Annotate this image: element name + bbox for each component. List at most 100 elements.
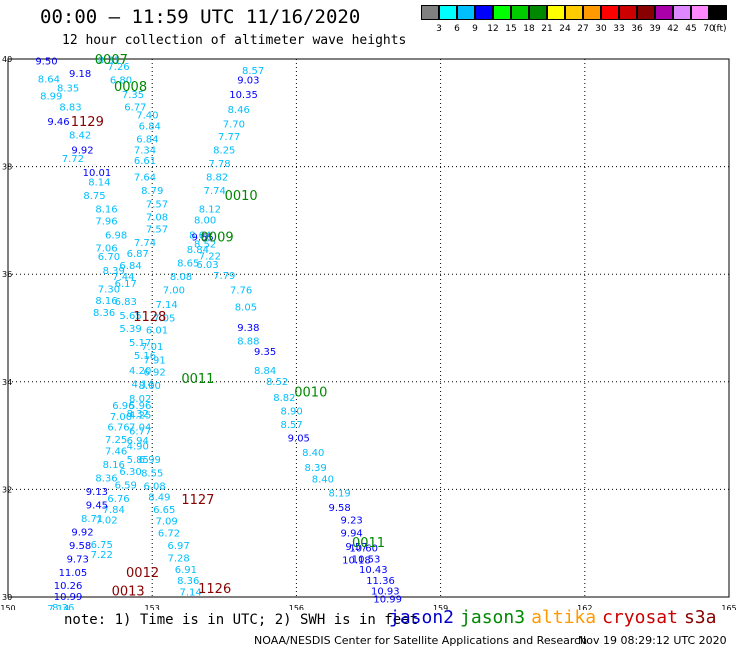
swh-value: 7.44 — [112, 272, 134, 283]
swh-value: 10.60 — [349, 544, 378, 555]
swh-value: 7.00 — [110, 412, 132, 423]
time-label: 0012 — [126, 566, 159, 581]
swh-value: 6.17 — [115, 279, 137, 290]
swh-value: 7.22 — [199, 251, 221, 262]
color-swatch — [547, 5, 565, 20]
swh-value: 7.79 — [213, 271, 235, 282]
swh-value: 8.46 — [228, 105, 250, 116]
color-swatch — [709, 5, 727, 20]
time-label: 0011 — [181, 372, 214, 387]
swh-value: 6.75 — [91, 540, 113, 551]
swh-value: 8.90 — [280, 406, 302, 417]
swh-value: 8.55 — [141, 468, 163, 479]
swh-value: 10.53 — [352, 554, 381, 565]
swh-value: 6.84 — [119, 261, 141, 272]
swh-value: 9.23 — [341, 516, 363, 527]
swh-value: 8.39 — [103, 266, 125, 277]
swh-value: 9.05 — [288, 433, 310, 444]
swh-value: 7.28 — [168, 553, 190, 564]
swh-value: 5.65 — [119, 311, 141, 322]
color-scale-label: 45 — [685, 24, 697, 34]
swh-value: 7.14 — [180, 588, 202, 599]
swh-value: 8.16 — [95, 205, 117, 216]
time-label: 1129 — [71, 115, 104, 130]
swh-value: 9.18 — [69, 69, 91, 80]
swh-value: 9.57 — [345, 542, 367, 553]
satellite-name: altika — [531, 607, 597, 628]
x-tick-label: 165 — [721, 604, 736, 610]
swh-value: 8.64 — [189, 230, 211, 241]
color-scale-label: 9 — [472, 24, 478, 34]
swh-value: 7.25 — [105, 435, 127, 446]
swh-value: 8.40 — [302, 448, 324, 459]
swh-value: 7.26 — [107, 62, 129, 73]
color-scale-label: 21 — [541, 24, 553, 34]
swh-value: 6.92 — [143, 368, 165, 379]
time-label: 0009 — [201, 231, 234, 246]
color-scale-label: 42 — [667, 24, 679, 34]
swh-value: 6.96 — [112, 401, 134, 412]
swh-value: 7.46 — [105, 447, 127, 458]
x-tick-label: 162 — [577, 604, 592, 610]
swh-value: 9.35 — [254, 347, 276, 358]
color-swatch — [439, 5, 457, 20]
swh-value: 8.35 — [57, 84, 79, 95]
swh-value: 7.14 — [155, 300, 177, 311]
swh-value: 4.20 — [129, 366, 151, 377]
swh-value: 8.12 — [199, 205, 221, 216]
time-label: 1126 — [198, 582, 231, 597]
swh-value: 11.05 — [59, 568, 88, 579]
swh-value: 10.26 — [54, 581, 83, 592]
swh-value: 7.57 — [146, 199, 168, 210]
swh-value: 10.01 — [83, 168, 112, 179]
y-tick-label: 30 — [2, 593, 12, 602]
color-swatch — [565, 5, 583, 20]
altimeter-chart: 30 32 34 36 38 40 150 153 156 159 162 165 9.50 9.18 8… — [0, 53, 736, 610]
swh-value: 8.36 — [177, 576, 199, 587]
x-tick-label: 153 — [145, 604, 160, 610]
satellite-name: cryosat — [602, 607, 678, 628]
swh-value: 7.04 — [129, 423, 151, 434]
y-tick-label: 40 — [2, 55, 12, 64]
swh-value: 8.71 — [81, 514, 103, 525]
swh-value: 6.99 — [139, 455, 161, 466]
swh-value: 9.94 — [341, 529, 363, 540]
swh-value: 6.61 — [134, 156, 156, 167]
swh-value: 8.75 — [83, 191, 105, 202]
color-scale-label: 39 — [649, 24, 661, 34]
color-scale-unit: (ft) — [713, 24, 727, 34]
swh-value: 8.52 — [266, 377, 288, 388]
color-swatch — [457, 5, 475, 20]
swh-value: 9.58 — [329, 503, 351, 514]
swh-value: 8.88 — [237, 336, 259, 347]
swh-value: 10.18 — [342, 555, 371, 566]
swh-value: 8.36 — [93, 308, 115, 319]
color-scale-label: 33 — [613, 24, 625, 34]
swh-value: 4.25 — [129, 411, 151, 422]
swh-value: 7.22 — [91, 550, 113, 561]
swh-value: 10.93 — [371, 587, 400, 598]
swh-value: 6.01 — [146, 326, 168, 337]
color-scale-label: 6 — [454, 24, 460, 34]
swh-value: 8.79 — [141, 186, 163, 197]
swh-value: 8.36 — [52, 603, 74, 610]
swh-value: 6.84 — [139, 121, 161, 132]
swh-value: 6.08 — [143, 482, 165, 493]
swh-value: 7.91 — [143, 355, 165, 366]
swh-value: 8.00 — [139, 381, 161, 392]
swh-value: 6.84 — [136, 135, 158, 146]
swh-value: 8.19 — [329, 489, 351, 500]
swh-value: 8.83 — [59, 102, 81, 113]
swh-value: 5.96 — [129, 401, 151, 412]
swh-value: 8.65 — [177, 258, 199, 269]
swh-value: 8.14 — [88, 178, 110, 189]
footer-timestamp: Nov 19 08:29:12 UTC 2020 — [578, 634, 727, 647]
color-scale-label: 15 — [505, 24, 517, 34]
swh-value: 6.30 — [119, 467, 141, 478]
swh-value: 6.77 — [124, 102, 146, 113]
swh-value: 7.00 — [163, 285, 185, 296]
swh-value: 6.76 — [107, 494, 129, 505]
satellite-name: jason2 — [389, 607, 455, 628]
swh-value: 5.17 — [129, 338, 151, 349]
swh-value: 7.74 — [204, 186, 226, 197]
